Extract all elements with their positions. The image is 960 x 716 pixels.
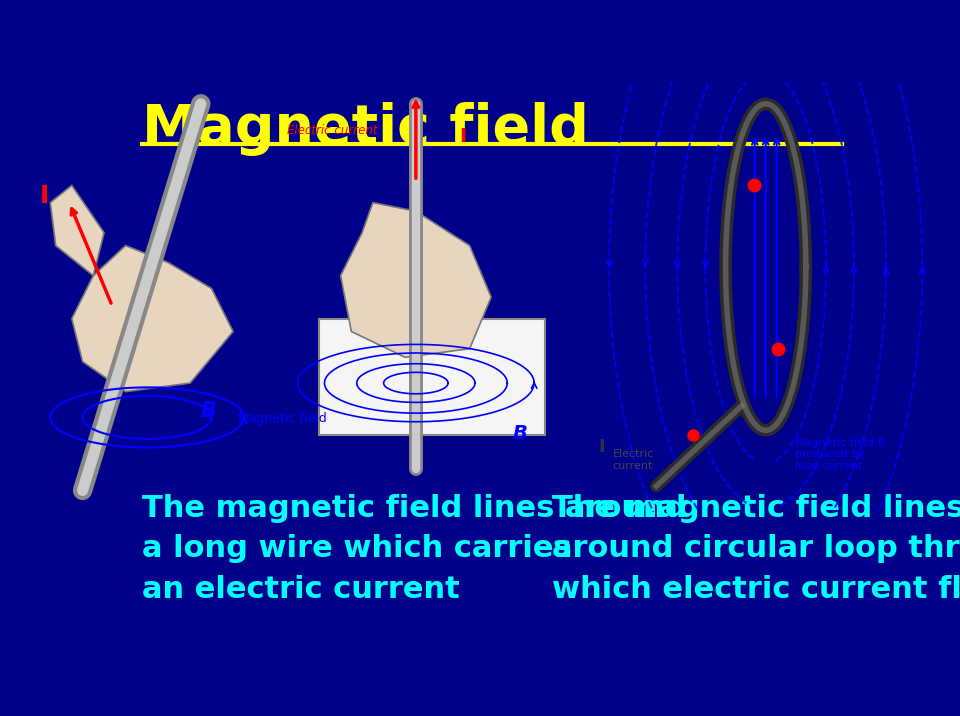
Text: Magnetic field: Magnetic field (238, 412, 327, 425)
Text: Magnetic field B
produced by
loop current: Magnetic field B produced by loop curren… (795, 437, 885, 471)
Text: B: B (201, 402, 217, 422)
Text: The magnetic field lines around
a long wire which carries
an electric current: The magnetic field lines around a long w… (142, 494, 686, 604)
Text: Magnetic field: Magnetic field (142, 102, 589, 157)
Text: Electric current: Electric current (287, 124, 377, 137)
Polygon shape (72, 246, 233, 392)
Text: Electric
current: Electric current (612, 450, 654, 471)
Polygon shape (341, 203, 492, 357)
Text: I: I (598, 437, 605, 456)
Polygon shape (50, 185, 104, 276)
Polygon shape (319, 319, 545, 435)
Text: I: I (459, 127, 466, 147)
Text: I: I (39, 183, 49, 208)
Text: B: B (513, 424, 527, 443)
Text: The magnetic field lines
around circular loop throug
which electric current flow: The magnetic field lines around circular… (551, 494, 960, 604)
